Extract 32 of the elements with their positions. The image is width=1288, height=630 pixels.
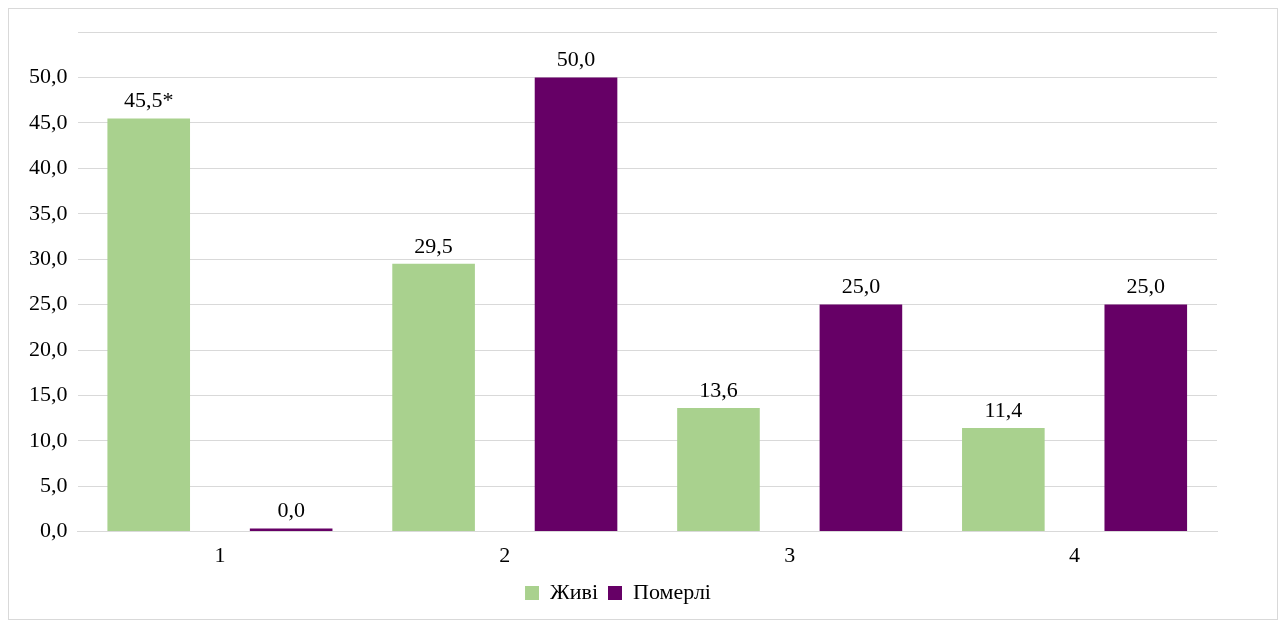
y-tick-label: 50,0 [29,63,68,89]
data-label: 25,0 [841,273,881,299]
bar [392,263,475,532]
data-label: 0,0 [277,497,305,523]
bar [819,304,903,532]
x-tick-label: 4 [1069,541,1081,567]
bar [534,77,618,532]
bar [1104,304,1188,532]
x-tick-label: 3 [784,541,796,567]
y-tick-label: 15,0 [29,381,68,407]
x-tick-label: 2 [499,541,511,567]
y-tick-label: 25,0 [29,290,68,316]
bar [962,428,1045,532]
y-tick-label: 0,0 [40,517,68,543]
data-label: 50,0 [556,46,596,72]
y-tick-label: 40,0 [29,154,68,180]
data-label: 25,0 [1126,273,1166,299]
bar [677,408,760,532]
x-tick-label: 1 [214,541,226,567]
bar [107,118,191,532]
legend-label: Живі [550,578,599,604]
y-tick-label: 35,0 [29,199,68,225]
data-label: 11,4 [984,396,1023,422]
y-tick-label: 45,0 [29,108,68,134]
y-tick-label: 5,0 [40,471,68,497]
data-label: 29,5 [414,232,453,258]
y-tick-label: 20,0 [29,335,68,361]
legend-label: Померлі [633,578,711,604]
y-tick-label: 10,0 [29,426,68,452]
data-label: 45,5* [123,87,174,113]
data-label: 13,6 [699,376,738,402]
y-tick-label: 30,0 [29,244,68,270]
